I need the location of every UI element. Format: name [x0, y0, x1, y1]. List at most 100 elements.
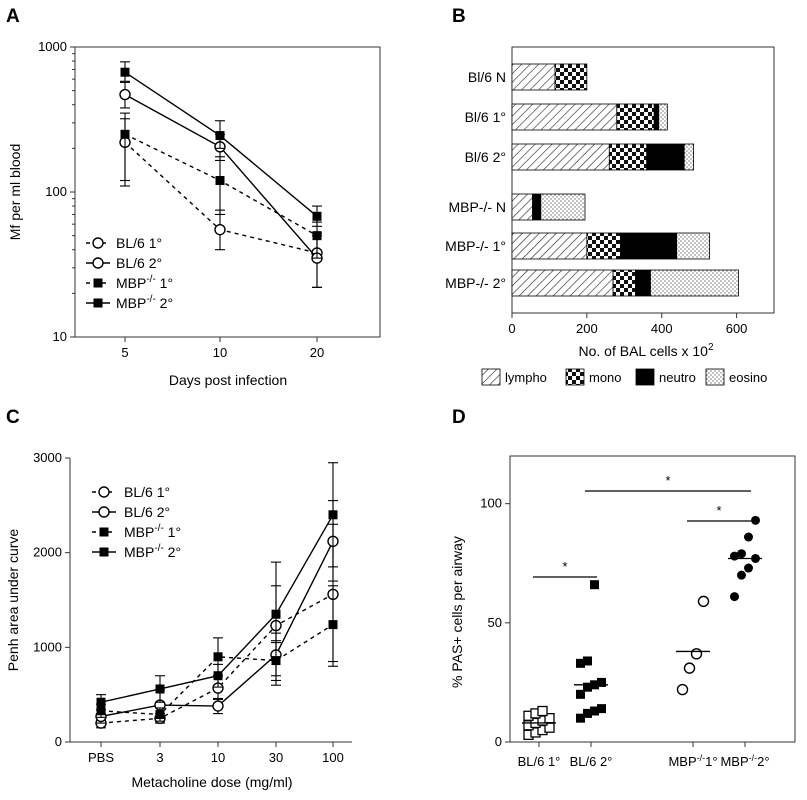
- panel-b-bar-segment-lympho: [511, 232, 588, 260]
- panel-a-point: [120, 129, 130, 139]
- panel-b-legend-label: mono: [589, 370, 622, 385]
- panel-b-bar-segment-neutro: [620, 232, 678, 260]
- panel-b-x-tick-label: 400: [651, 321, 673, 336]
- panel-c-point: [155, 684, 165, 694]
- panel-d-point: [737, 570, 746, 580]
- panel-d-x-tick-label: MBP-/-1°: [668, 753, 717, 769]
- panel-b-bar-segment-lympho: [511, 103, 618, 131]
- panel-d-significance-label: *: [665, 473, 670, 488]
- panel-c-legend-marker: [99, 547, 109, 557]
- panel-b-legend-label: eosino: [729, 370, 767, 385]
- panel-b-category-label: MBP-/- 2°: [445, 275, 506, 291]
- panel-d-y-tick-label: 0: [495, 734, 502, 749]
- panel-b-bar-segment-neutro: [646, 143, 685, 171]
- panel-b-bar-segment-neutro: [532, 193, 542, 221]
- panel-d-scatter-chart: % PAS+ cells per airway 0 50 100 BL/6 1° BL/…: [449, 455, 796, 769]
- panel-b-category-label: Bl/6 2°: [465, 149, 506, 165]
- panel-a-point: [312, 211, 322, 221]
- panel-c-legend-marker: [98, 486, 110, 498]
- panel-c-x-tick-label: PBS: [88, 750, 114, 765]
- panel-b-bar-segment-mono: [608, 143, 648, 171]
- panel-d-point: [590, 706, 599, 716]
- panel-b-x-tick-label: 600: [726, 321, 748, 336]
- panel-a-legend-label: BL/6 1°: [116, 235, 162, 251]
- panel-b-x-tick-label: 0: [508, 321, 515, 336]
- panel-b-legend-swatch: [635, 368, 655, 386]
- panel-b-bar-segment-mono: [586, 232, 621, 260]
- panel-c-point: [96, 697, 106, 707]
- panel-d-point: [683, 662, 696, 674]
- panel-c-x-tick-label: 10: [211, 750, 225, 765]
- panel-d-point: [583, 656, 592, 666]
- panel-d-point: [690, 648, 703, 660]
- panel-a-point: [312, 231, 322, 241]
- panel-b-bar-segment-eosino: [540, 193, 586, 221]
- panel-c-line-chart: Metacholine dose (mg/ml) Penh area under…: [5, 450, 352, 790]
- panel-a-legend-marker: [93, 278, 103, 288]
- panel-c-point: [213, 652, 223, 662]
- panel-c-x-tick-label: 100: [322, 750, 344, 765]
- panel-label-b: B: [452, 6, 466, 27]
- panel-d-point: [576, 689, 585, 699]
- panel-a-line-chart: Days post infection Mf per ml blood 10 10…: [7, 39, 381, 388]
- panel-d-point: [590, 580, 599, 590]
- panel-b-bar-segment-mono: [616, 103, 655, 131]
- panel-b-stacked-bar-chart: No. of BAL cells x 102 0 200 400 600 Bl/6 N B…: [445, 46, 775, 386]
- panel-b-bar-segment-neutro: [653, 103, 660, 131]
- panel-c-point: [155, 710, 165, 720]
- panel-d-point: [583, 682, 592, 692]
- panel-d-y-tick-label: 50: [488, 615, 502, 630]
- panel-c-y-axis-label: Penh area under curve: [5, 529, 21, 672]
- panel-b-legend-label: neutro: [659, 370, 696, 385]
- panel-a-point: [119, 88, 131, 101]
- panel-a-x-tick-label: 5: [121, 345, 128, 360]
- panel-d-point: [737, 549, 746, 559]
- panel-d-significance-label: *: [562, 559, 567, 574]
- panel-c-y-tick-label: 2000: [33, 545, 62, 560]
- panel-c-legend-marker: [99, 527, 109, 537]
- panel-d-x-tick-label: BL/6 1°: [518, 754, 561, 769]
- panel-a-legend-label: MBP-/- 1°: [116, 274, 173, 291]
- panel-label-d: D: [452, 407, 466, 428]
- panel-a-legend-label: BL/6 2°: [116, 255, 162, 271]
- panel-a-x-tick-label: 10: [213, 345, 227, 360]
- panel-c-x-axis-label: Metacholine dose (mg/ml): [131, 774, 292, 790]
- panel-d-significance-label: *: [716, 503, 721, 518]
- panel-b-x-axis-label: No. of BAL cells x 102: [579, 342, 714, 359]
- panel-d-point: [583, 708, 592, 718]
- panel-b-bar-segment-eosino: [658, 103, 668, 131]
- panel-d-y-tick-label: 100: [480, 496, 502, 511]
- panel-b-legend-swatch: [705, 368, 725, 386]
- panel-c-y-tick-label: 3000: [33, 450, 62, 465]
- panel-a-y-tick-label: 1000: [38, 39, 67, 54]
- panel-c-legend-label: BL/6 1°: [124, 484, 170, 500]
- panel-c-x-tick-label: 3: [156, 750, 163, 765]
- panel-a-frame: [74, 46, 381, 338]
- panel-b-legend-swatch: [481, 368, 501, 386]
- panel-a-legend-marker: [92, 237, 104, 249]
- panel-b-legend-label: lympho: [505, 370, 547, 385]
- panel-label-c: C: [6, 407, 20, 428]
- panel-a-y-tick-label: 100: [45, 184, 67, 199]
- panel-d-point: [730, 592, 739, 602]
- panel-d-frame: [509, 455, 796, 743]
- panel-c-y-tick-label: 0: [55, 734, 62, 749]
- panel-b-frame: [511, 46, 775, 314]
- panel-a-x-axis-label: Days post infection: [169, 372, 287, 388]
- panel-d-x-tick-label: BL/6 2°: [570, 754, 613, 769]
- panel-b-bar-segment-eosino: [683, 143, 694, 171]
- panel-a-legend-marker: [92, 257, 104, 269]
- panel-b-bar-segment-mono: [554, 63, 588, 91]
- panel-b-category-label: MBP-/- N: [448, 199, 506, 215]
- panel-c-point: [213, 671, 223, 681]
- panel-a-point: [215, 131, 225, 141]
- panel-a-point: [215, 176, 225, 186]
- panel-c-point: [212, 700, 224, 712]
- panel-b-category-label: Bl/6 N: [468, 69, 506, 85]
- panel-c-y-tick-label: 1000: [33, 639, 62, 654]
- panel-b-bar-segment-lympho: [511, 269, 614, 297]
- panel-c-legend-label: BL/6 2°: [124, 504, 170, 520]
- panel-d-point: [744, 532, 753, 542]
- panel-d-point: [697, 595, 710, 608]
